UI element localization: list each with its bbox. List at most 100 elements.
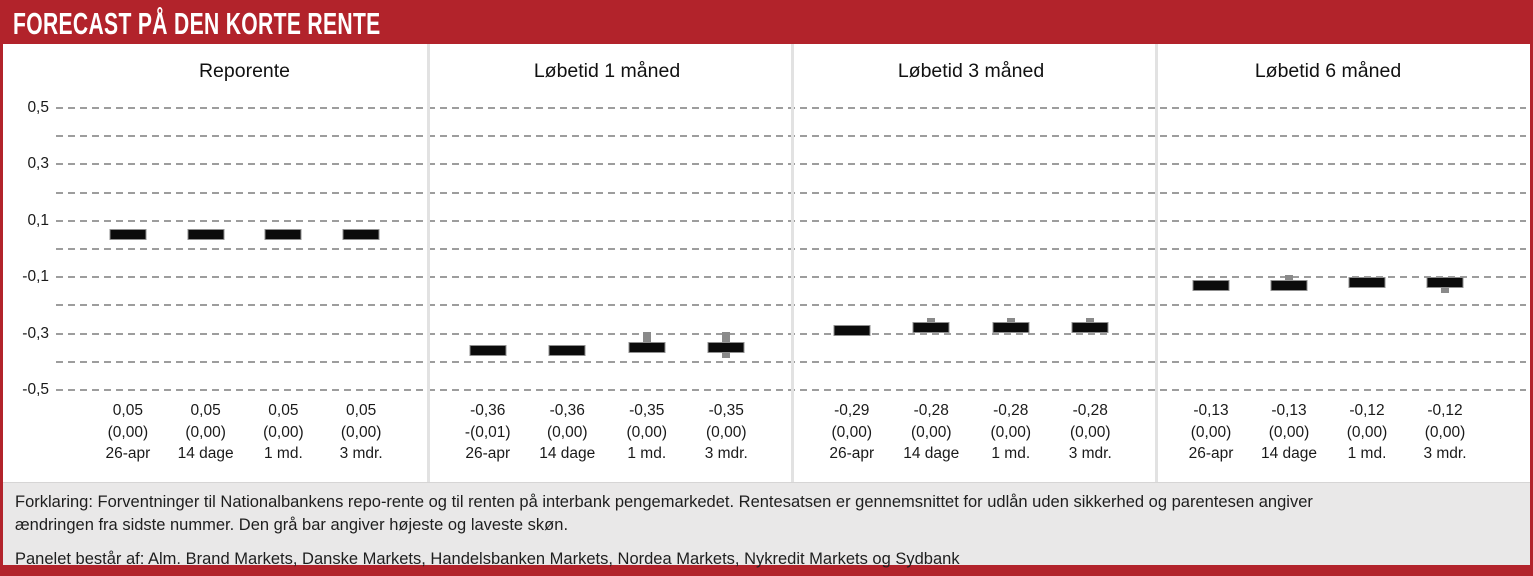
forecast-bar [469, 345, 507, 357]
value-label: -0,35 [708, 402, 744, 419]
value-label: -0,12 [1427, 402, 1463, 419]
bar-column [892, 44, 972, 482]
value-label: 0,05 [190, 402, 221, 419]
range-bar-low [722, 349, 731, 359]
change-label: (0,00) [1070, 423, 1111, 441]
explanation-line2: ændringen fra sidste nummer. Den grå bar… [15, 516, 569, 534]
bar-column [528, 44, 608, 482]
y-axis-label: 0,1 [27, 211, 49, 229]
point-labels: 0,05 (0,00) 3 mdr. [322, 400, 400, 465]
change-label: (0,00) [706, 423, 747, 441]
range-bar-high [1086, 317, 1095, 327]
bar-column [167, 44, 245, 482]
point-labels: -0,12 (0,00) 3 mdr. [1406, 400, 1484, 465]
period-label: 3 mdr. [1423, 445, 1467, 462]
period-label: 26-apr [1188, 445, 1234, 462]
footnote-area: Forklaring: Forventninger til Nationalba… [3, 482, 1530, 568]
point-labels: 0,05 (0,00) 26-apr [89, 400, 167, 465]
period-label: 14 dage [903, 445, 960, 462]
forecast-bar [833, 325, 871, 337]
range-bar-high [722, 331, 731, 347]
value-label: -0,35 [629, 402, 665, 419]
value-label: -0,12 [1349, 402, 1385, 419]
forecast-bar [1426, 277, 1464, 289]
chart-region: 0,5 0,3 0,1 -0,1 -0,3 -0,5 Reporente 0,05 (0,00… [3, 44, 1530, 482]
value-label: -0,36 [549, 402, 585, 419]
point-labels: -0,28 (0,00) 14 dage [892, 400, 972, 465]
point-labels: -0,35 (0,00) 1 md. [607, 400, 687, 465]
bar-columns [812, 44, 1130, 482]
explanation-line1: Forklaring: Forventninger til Nationalba… [15, 493, 1313, 511]
point-labels: 0,05 (0,00) 1 md. [245, 400, 323, 465]
bar-column [448, 44, 528, 482]
value-label: -0,13 [1271, 402, 1307, 419]
forecast-bar [992, 322, 1030, 334]
period-label: 26-apr [829, 445, 875, 462]
bar-column [812, 44, 892, 482]
bar-columns [89, 44, 400, 482]
change-label: (0,00) [990, 423, 1032, 441]
forecast-bar [1270, 280, 1308, 292]
forecast-bar [342, 229, 380, 241]
bar-column [1250, 44, 1328, 482]
label-row: 0,05 (0,00) 26-apr 0,05 (0,00) 14 dage 0,05 (0,… [89, 400, 400, 465]
panel-title: Løbetid 3 måned [897, 60, 1045, 82]
point-labels: -0,12 (0,00) 1 md. [1328, 400, 1406, 465]
range-bar-high [927, 317, 936, 327]
bar-column [1406, 44, 1484, 482]
y-axis-label: -0,5 [22, 381, 49, 398]
period-label: 14 dage [539, 445, 596, 462]
change-label: (0,00) [1346, 423, 1388, 441]
forecast-bar [1192, 280, 1230, 292]
forecast-bar [109, 229, 147, 241]
point-labels: -0,13 (0,00) 14 dage [1250, 400, 1328, 465]
value-label: -0,13 [1193, 402, 1229, 419]
chart-panel: Løbetid 1 måned -0,36 -(0,01) 26-apr -0,36 (0… [430, 44, 794, 482]
bar-column [1172, 44, 1250, 482]
bar-column [687, 44, 767, 482]
period-label: 26-apr [105, 445, 151, 462]
header-bar: FORECAST PÅ DEN KORTE RENTE [3, 3, 1530, 44]
point-labels: -0,36 -(0,01) 26-apr [448, 400, 528, 465]
bar-column [607, 44, 687, 482]
y-axis-label: 0,3 [27, 155, 49, 173]
bottom-accent-bar [3, 565, 1530, 573]
period-label: 1 md. [263, 445, 303, 462]
bar-column [322, 44, 400, 482]
value-label: -0,36 [470, 402, 506, 419]
forecast-bar [628, 342, 666, 354]
change-label: (0,00) [1268, 423, 1310, 441]
value-label: -0,28 [993, 402, 1029, 419]
panel-separator [1155, 44, 1158, 482]
forecast-bar [912, 322, 950, 334]
label-row: -0,13 (0,00) 26-apr -0,13 (0,00) 14 dage -0,12… [1172, 400, 1484, 465]
period-label: 14 dage [177, 445, 234, 462]
chart-panel: Reporente 0,05 (0,00) 26-apr 0,05 (0,00) 14 da… [3, 44, 430, 482]
forecast-bar [707, 342, 745, 354]
forecast-bar [548, 345, 586, 357]
value-label: -0,28 [913, 402, 949, 419]
label-row: -0,36 -(0,01) 26-apr -0,36 (0,00) 14 dage -0,3… [448, 400, 766, 465]
range-bar-high [1285, 275, 1293, 285]
change-label: (0,00) [911, 423, 952, 441]
panel-title: Reporente [198, 60, 291, 82]
change-label: -(0,01) [464, 423, 511, 441]
value-label: 0,05 [346, 402, 377, 419]
forecast-bar [264, 229, 302, 241]
period-label: 1 md. [991, 445, 1031, 462]
period-label: 3 mdr. [704, 445, 748, 462]
y-axis-label: -0,1 [22, 268, 49, 286]
change-label: (0,00) [340, 423, 382, 441]
value-label: 0,05 [112, 402, 143, 419]
bar-columns [448, 44, 766, 482]
bar-column [1328, 44, 1406, 482]
period-label: 14 dage [1260, 445, 1318, 462]
forecast-bar [1071, 322, 1109, 334]
label-row: -0,29 (0,00) 26-apr -0,28 (0,00) 14 dage -0,28… [812, 400, 1130, 465]
chart-panel: Løbetid 6 måned -0,13 (0,00) 26-apr -0,13 (0,… [1158, 44, 1530, 482]
range-bar-high [642, 331, 651, 347]
y-axis-label: -0,3 [22, 324, 49, 342]
point-labels: -0,35 (0,00) 3 mdr. [687, 400, 767, 465]
change-label: (0,00) [1424, 423, 1466, 441]
